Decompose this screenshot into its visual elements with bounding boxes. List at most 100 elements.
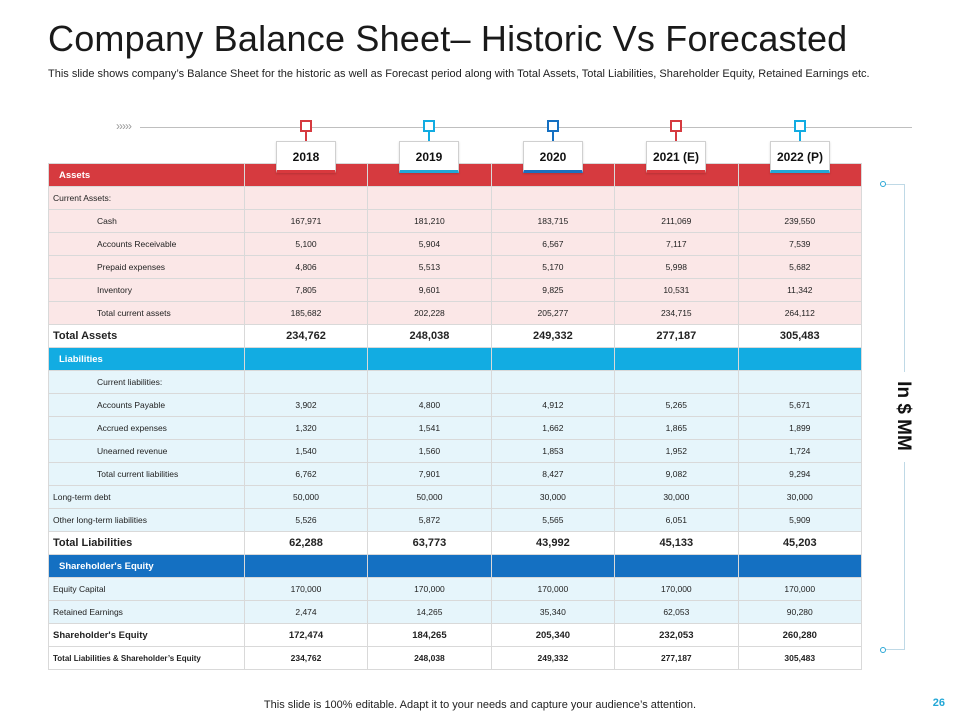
cell-value: 5,170 [490,255,616,279]
unit-label: In $ MM [893,381,914,451]
cell-value: 5,682 [737,255,863,279]
bracket-dot-top [880,181,886,187]
cell-value: 305,483 [737,646,863,670]
row-label: Accounts Receivable [48,232,245,256]
table-row: Inventory 7,805 9,601 9,825 10,531 11,342 [48,278,863,302]
row-label: Inventory [48,278,245,302]
row-label: Prepaid expenses [48,255,245,279]
cell-value: 35,340 [490,600,616,624]
table-row: Equity Capital 170,000 170,000 170,000 170,0… [48,577,863,601]
cell-value: 1,320 [243,416,369,440]
cell-value: 185,682 [243,301,369,325]
total-row-equity: Shareholder's Equity 172,474 184,265 205,34… [48,623,863,647]
section-header-label: Assets [48,163,245,187]
cell-value: 1,899 [737,416,863,440]
timeline-pin-icon [670,120,682,132]
section-header-equity: Shareholder's Equity [48,554,863,578]
cell-value: 277,187 [614,324,739,348]
cell-value: 4,800 [367,393,492,417]
row-label: Total Liabilities & Shareholder’s Equity [48,646,245,670]
section-header-label: Liabilities [48,347,245,371]
total-row-assets: Total Assets 234,762 248,038 249,332 277,187… [48,324,863,348]
cell-value: 7,539 [737,232,863,256]
bracket-dot-bottom [880,647,886,653]
cell-value: 232,053 [614,623,739,647]
cell-value: 30,000 [490,485,616,509]
cell-value: 234,715 [614,301,739,325]
row-label: Unearned revenue [48,439,245,463]
total-row-liabilities-equity: Total Liabilities & Shareholder’s Equity… [48,646,863,670]
cell-value: 5,904 [367,232,492,256]
cell-value: 7,805 [243,278,369,302]
cell-value: 45,203 [737,531,863,555]
timeline-pin-icon [794,120,806,132]
cell-value [243,370,369,394]
timeline-pin-stem [799,132,801,141]
cell-value: 5,100 [243,232,369,256]
section-header-cell [614,554,739,578]
timeline-pin-icon [423,120,435,132]
cell-value: 249,332 [490,646,616,670]
cell-value: 167,971 [243,209,369,233]
row-label: Accrued expenses [48,416,245,440]
cell-value: 305,483 [737,324,863,348]
year-label-2021: 2021 (E) [646,141,706,173]
cell-value: 277,187 [614,646,739,670]
row-label: Retained Earnings [48,600,245,624]
row-label: Long-term debt [48,485,245,509]
cell-value: 9,825 [490,278,616,302]
table-row: Total current liabilities 6,762 7,901 8,427… [48,462,863,486]
timeline-pin-stem [305,132,307,141]
cell-value: 5,265 [614,393,739,417]
timeline-pin-stem [675,132,677,141]
table-row: Retained Earnings 2,474 14,265 35,340 62,053… [48,600,863,624]
row-label: Current Assets: [48,186,245,210]
cell-value [614,370,739,394]
row-label: Total current assets [48,301,245,325]
table-row: Other long-term liabilities 5,526 5,872 5,5… [48,508,863,532]
cell-value: 8,427 [490,462,616,486]
cell-value: 7,901 [367,462,492,486]
cell-value: 211,069 [614,209,739,233]
section-header-cell [490,554,616,578]
section-header-cell [367,554,492,578]
cell-value: 43,992 [490,531,616,555]
cell-value: 6,762 [243,462,369,486]
cell-value: 7,117 [614,232,739,256]
timeline-line [140,127,912,128]
cell-value: 234,762 [243,324,369,348]
table-row: Unearned revenue 1,540 1,560 1,853 1,952 1,72… [48,439,863,463]
cell-value: 170,000 [490,577,616,601]
section-header-cell [367,163,492,187]
row-label: Accounts Payable [48,393,245,417]
cell-value: 6,051 [614,508,739,532]
cell-value: 1,853 [490,439,616,463]
cell-value: 1,560 [367,439,492,463]
table-row: Cash 167,971 181,210 183,715 211,069 239,550 [48,209,863,233]
row-label: Total Assets [48,324,245,348]
table-row: Current Assets: [48,186,863,210]
total-row-liabilities: Total Liabilities 62,288 63,773 43,992 45,13… [48,531,863,555]
cell-value: 5,565 [490,508,616,532]
cell-value: 248,038 [367,646,492,670]
timeline-pin-stem [552,132,554,141]
table-row: Accounts Receivable 5,100 5,904 6,567 7,117 7… [48,232,863,256]
year-label-2022: 2022 (P) [770,141,830,173]
section-header-cell [737,347,863,371]
row-label: Cash [48,209,245,233]
cell-value: 90,280 [737,600,863,624]
section-header-cell [243,554,369,578]
cell-value: 172,474 [243,623,369,647]
timeline-pin-stem [428,132,430,141]
table-row: Accounts Payable 3,902 4,800 4,912 5,265 5,67… [48,393,863,417]
cell-value: 202,228 [367,301,492,325]
cell-value [490,186,616,210]
cell-value [737,186,863,210]
cell-value: 9,082 [614,462,739,486]
section-header-liabilities: Liabilities [48,347,863,371]
cell-value: 184,265 [367,623,492,647]
cell-value: 234,762 [243,646,369,670]
balance-sheet-table: Assets Current Assets: Cash 167,971 181,210 1… [48,163,863,670]
cell-value: 1,865 [614,416,739,440]
cell-value: 248,038 [367,324,492,348]
